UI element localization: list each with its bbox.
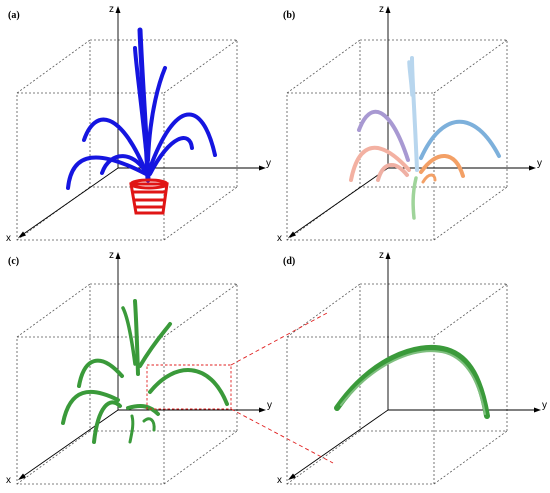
leaf-a3 bbox=[146, 66, 167, 162]
panel-d-plot: z y x (d) bbox=[277, 250, 547, 486]
zoomed-leaf-d bbox=[334, 344, 490, 419]
leaf-d1-highlight bbox=[340, 350, 486, 415]
x-axis-label-c: x bbox=[6, 475, 11, 486]
leaf-a1 bbox=[137, 27, 151, 183]
leaf-c5 bbox=[148, 368, 229, 406]
leaf-b6 bbox=[376, 163, 409, 182]
leaf-a4 bbox=[82, 117, 148, 174]
leaf-instances-c bbox=[61, 299, 229, 444]
z-axis-label-b: z bbox=[379, 4, 384, 15]
z-axis-label-d: z bbox=[379, 250, 384, 261]
leaf-b1 bbox=[410, 56, 419, 172]
leaf-c2 bbox=[121, 306, 137, 366]
leaf-c10 bbox=[142, 417, 156, 432]
leaf-a7 bbox=[148, 136, 194, 176]
leaf-a6 bbox=[148, 112, 217, 170]
bounding-box-d bbox=[286, 283, 508, 485]
panel-a: z y x (a) bbox=[0, 0, 275, 246]
panel-label-b: (b) bbox=[283, 10, 295, 21]
y-axis-label: y bbox=[266, 158, 271, 169]
leaf-b2 bbox=[357, 109, 410, 162]
leaf-b8 bbox=[421, 173, 437, 184]
leaf-c1 bbox=[133, 299, 140, 376]
panel-c-plot: z y x (c) bbox=[6, 250, 272, 486]
leaf-c6 bbox=[61, 389, 120, 425]
panel-a-plot: z y x (a) bbox=[6, 4, 271, 244]
leaf-a8 bbox=[100, 154, 150, 178]
x-axis-label: x bbox=[6, 233, 11, 244]
segmented-leaves-b bbox=[349, 56, 501, 220]
panel-label-c: (c) bbox=[8, 256, 19, 267]
x-axis-label-d: x bbox=[277, 475, 282, 486]
leaf-b5 bbox=[419, 154, 465, 178]
panel-c: z y x (c) bbox=[0, 246, 275, 492]
plant-leaves-a bbox=[66, 27, 217, 190]
axes-d bbox=[288, 252, 541, 480]
y-axis-label-c: y bbox=[267, 400, 272, 411]
zoom-region-box bbox=[146, 364, 232, 410]
bounding-box-b bbox=[286, 39, 508, 241]
panel-label-a: (a) bbox=[8, 10, 20, 21]
z-axis-label-c: z bbox=[109, 250, 114, 261]
leaf-c3 bbox=[138, 322, 172, 368]
panel-d: z y x (d) bbox=[275, 246, 550, 492]
leaf-a2 bbox=[133, 46, 148, 152]
leaf-a5 bbox=[66, 155, 148, 190]
leaf-c9 bbox=[128, 414, 135, 444]
leaf-b1b bbox=[407, 60, 414, 97]
leaf-b3 bbox=[419, 119, 501, 160]
leaf-c7 bbox=[92, 400, 122, 444]
leaf-b7 bbox=[411, 176, 418, 220]
y-axis-label-b: y bbox=[537, 158, 542, 169]
bounding-box-a bbox=[16, 39, 238, 241]
panel-b-plot: z y x (b) bbox=[277, 4, 542, 244]
y-axis-label-d: y bbox=[542, 400, 547, 411]
leaf-c8 bbox=[126, 404, 160, 416]
x-axis-label-b: x bbox=[277, 233, 282, 244]
leaf-b4 bbox=[349, 145, 411, 182]
plant-pot-a bbox=[129, 178, 169, 215]
leaf-d1 bbox=[334, 344, 490, 419]
panel-label-d: (d) bbox=[283, 256, 295, 267]
panel-b: z y x (b) bbox=[275, 0, 550, 246]
z-axis-label: z bbox=[109, 4, 114, 15]
leaf-c4 bbox=[77, 358, 124, 388]
